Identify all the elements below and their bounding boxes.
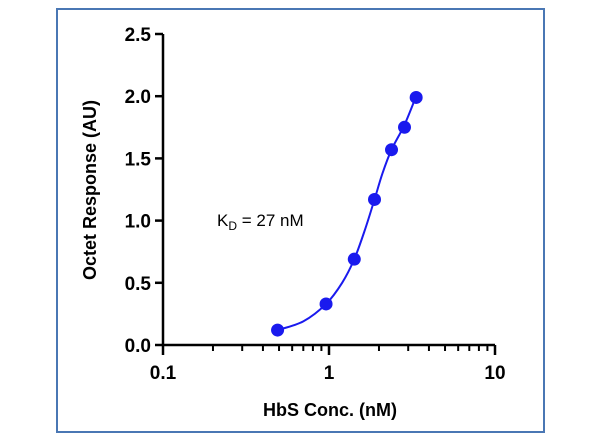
kd-annotation-suffix: = 27 nM: [237, 211, 304, 230]
y-tick-label: 1.5: [125, 149, 152, 170]
y-tick-label: 2.0: [125, 87, 151, 108]
y-axis-label: Octet Response (AU): [80, 100, 100, 280]
data-points: [271, 90, 423, 337]
y-tick-label: 1.0: [125, 212, 151, 233]
data-point: [409, 90, 423, 104]
x-tick-label: 0.1: [150, 363, 177, 384]
x-tick-label: 1: [324, 363, 335, 384]
y-axis-ticks: 0.0 0.5 1.0 1.5 2.0 2.5: [125, 25, 163, 357]
data-point: [385, 143, 399, 157]
y-tick-label: 2.5: [125, 25, 152, 46]
data-point: [319, 297, 333, 311]
x-axis-ticks: 0.1 1 10: [150, 345, 506, 384]
data-point: [347, 252, 361, 266]
data-point: [368, 192, 382, 206]
x-axis-label: HbS Conc. (nM): [263, 400, 397, 420]
kd-annotation-subscript: D: [228, 219, 237, 233]
data-point: [271, 323, 285, 337]
kd-annotation: KD = 27 nM: [217, 211, 304, 233]
kd-annotation-prefix: K: [217, 211, 229, 230]
data-point: [398, 120, 412, 134]
y-tick-label: 0.5: [125, 274, 152, 295]
chart-frame: [56, 8, 545, 433]
y-tick-label: 0.0: [125, 336, 151, 357]
fit-curve: [277, 95, 418, 332]
x-tick-label: 10: [484, 363, 505, 384]
